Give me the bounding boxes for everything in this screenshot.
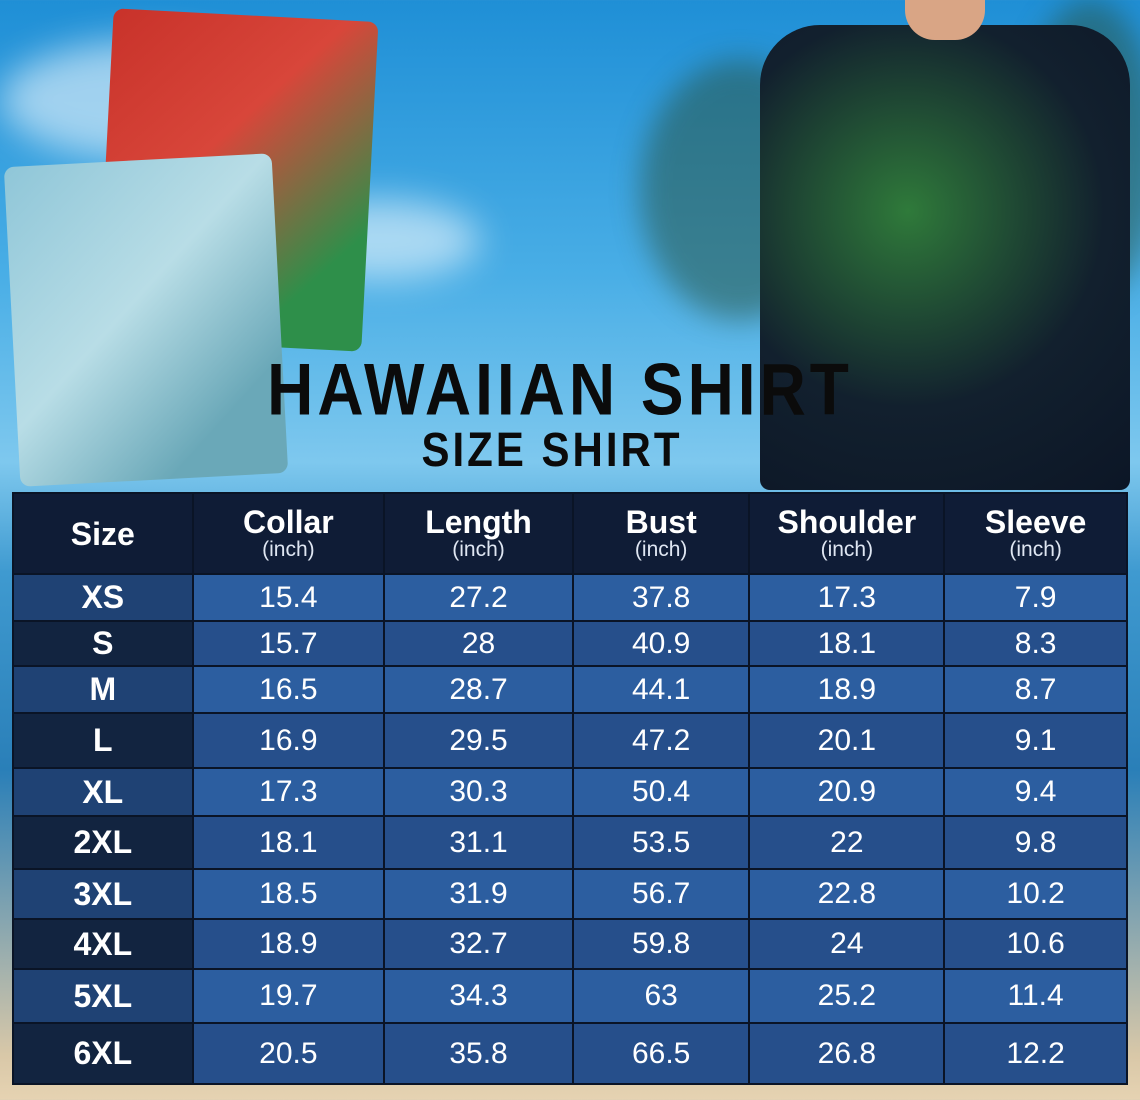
table-row: XS 15.4 27.2 37.8 17.3 7.9 (12, 573, 1128, 622)
size-cell: XL (12, 767, 194, 817)
size-cell: 6XL (12, 1022, 194, 1085)
column-label: Size (70, 515, 135, 552)
column-unit: (inch) (1009, 537, 1062, 561)
value-cell: 35.8 (383, 1022, 574, 1085)
value-cell: 10.2 (943, 868, 1128, 920)
table-row: 6XL 20.5 35.8 66.5 26.8 12.2 (12, 1022, 1128, 1085)
column-header-collar: Collar (inch) (191, 492, 386, 575)
value-cell: 12.2 (943, 1022, 1128, 1085)
table-row: L 16.9 29.5 47.2 20.1 9.1 (12, 712, 1128, 769)
size-cell: 2XL (12, 815, 194, 870)
value-cell: 8.3 (943, 620, 1128, 667)
page-subtitle: SIZE SHIRT (421, 422, 683, 477)
table-row: S 15.7 28 40.9 18.1 8.3 (12, 620, 1128, 667)
value-cell: 11.4 (943, 968, 1128, 1024)
value-cell: 20.9 (748, 767, 946, 817)
size-cell: 3XL (12, 868, 194, 920)
size-cell: S (12, 620, 194, 667)
value-cell: 18.1 (748, 620, 946, 667)
value-cell: 25.2 (748, 968, 946, 1024)
value-cell: 22.8 (748, 868, 946, 920)
column-header-size: Size (12, 492, 194, 575)
size-cell: M (12, 665, 194, 714)
value-cell: 16.9 (191, 712, 386, 769)
page-title: HAWAIIAN SHIRT (267, 347, 853, 431)
column-label: Collar (243, 503, 334, 540)
value-cell: 18.9 (191, 918, 386, 970)
size-cell: XS (12, 573, 194, 622)
value-cell: 26.8 (748, 1022, 946, 1085)
value-cell: 53.5 (571, 815, 751, 870)
value-cell: 30.3 (383, 767, 574, 817)
value-cell: 47.2 (571, 712, 751, 769)
table-row: 2XL 18.1 31.1 53.5 22 9.8 (12, 815, 1128, 870)
size-cell: 5XL (12, 968, 194, 1024)
value-cell: 20.1 (748, 712, 946, 769)
value-cell: 22 (748, 815, 946, 870)
value-cell: 63 (571, 968, 751, 1024)
value-cell: 50.4 (571, 767, 751, 817)
value-cell: 15.4 (191, 573, 386, 622)
value-cell: 29.5 (383, 712, 574, 769)
value-cell: 7.9 (943, 573, 1128, 622)
size-chart-table: Size Collar (inch) Length (inch) Bust (inch) Sh… (12, 492, 1128, 1085)
value-cell: 15.7 (191, 620, 386, 667)
value-cell: 31.9 (383, 868, 574, 920)
value-cell: 66.5 (571, 1022, 751, 1085)
value-cell: 8.7 (943, 665, 1128, 714)
column-header-shoulder: Shoulder (inch) (748, 492, 946, 575)
value-cell: 18.1 (191, 815, 386, 870)
column-label: Sleeve (984, 503, 1087, 540)
model-skin (905, 0, 985, 40)
value-cell: 9.1 (943, 712, 1128, 769)
value-cell: 27.2 (383, 573, 574, 622)
model-flamingo-shirt-image (760, 25, 1130, 490)
column-header-sleeve: Sleeve (inch) (943, 492, 1128, 575)
value-cell: 32.7 (383, 918, 574, 970)
table-row: 4XL 18.9 32.7 59.8 24 10.6 (12, 918, 1128, 970)
value-cell: 20.5 (191, 1022, 386, 1085)
value-cell: 40.9 (571, 620, 751, 667)
value-cell: 28 (383, 620, 574, 667)
value-cell: 28.7 (383, 665, 574, 714)
column-label: Bust (625, 503, 697, 540)
size-cell: 4XL (12, 918, 194, 970)
value-cell: 18.9 (748, 665, 946, 714)
column-header-length: Length (inch) (383, 492, 574, 575)
value-cell: 44.1 (571, 665, 751, 714)
value-cell: 9.8 (943, 815, 1128, 870)
column-label: Length (425, 503, 532, 540)
table-row: M 16.5 28.7 44.1 18.9 8.7 (12, 665, 1128, 714)
value-cell: 19.7 (191, 968, 386, 1024)
value-cell: 37.8 (571, 573, 751, 622)
table-row: 3XL 18.5 31.9 56.7 22.8 10.2 (12, 868, 1128, 920)
size-cell: L (12, 712, 194, 769)
column-unit: (inch) (262, 537, 315, 561)
value-cell: 17.3 (191, 767, 386, 817)
value-cell: 24 (748, 918, 946, 970)
value-cell: 9.4 (943, 767, 1128, 817)
value-cell: 10.6 (943, 918, 1128, 970)
column-unit: (inch) (452, 537, 505, 561)
value-cell: 16.5 (191, 665, 386, 714)
column-unit: (inch) (634, 537, 688, 561)
table-row: XL 17.3 30.3 50.4 20.9 9.4 (12, 767, 1128, 817)
value-cell: 56.7 (571, 868, 751, 920)
value-cell: 34.3 (383, 968, 574, 1024)
value-cell: 31.1 (383, 815, 574, 870)
column-label: Shoulder (777, 503, 917, 540)
table-row: 5XL 19.7 34.3 63 25.2 11.4 (12, 968, 1128, 1024)
value-cell: 17.3 (748, 573, 946, 622)
column-header-bust: Bust (inch) (571, 492, 751, 575)
column-unit: (inch) (820, 537, 874, 561)
value-cell: 18.5 (191, 868, 386, 920)
value-cell: 59.8 (571, 918, 751, 970)
